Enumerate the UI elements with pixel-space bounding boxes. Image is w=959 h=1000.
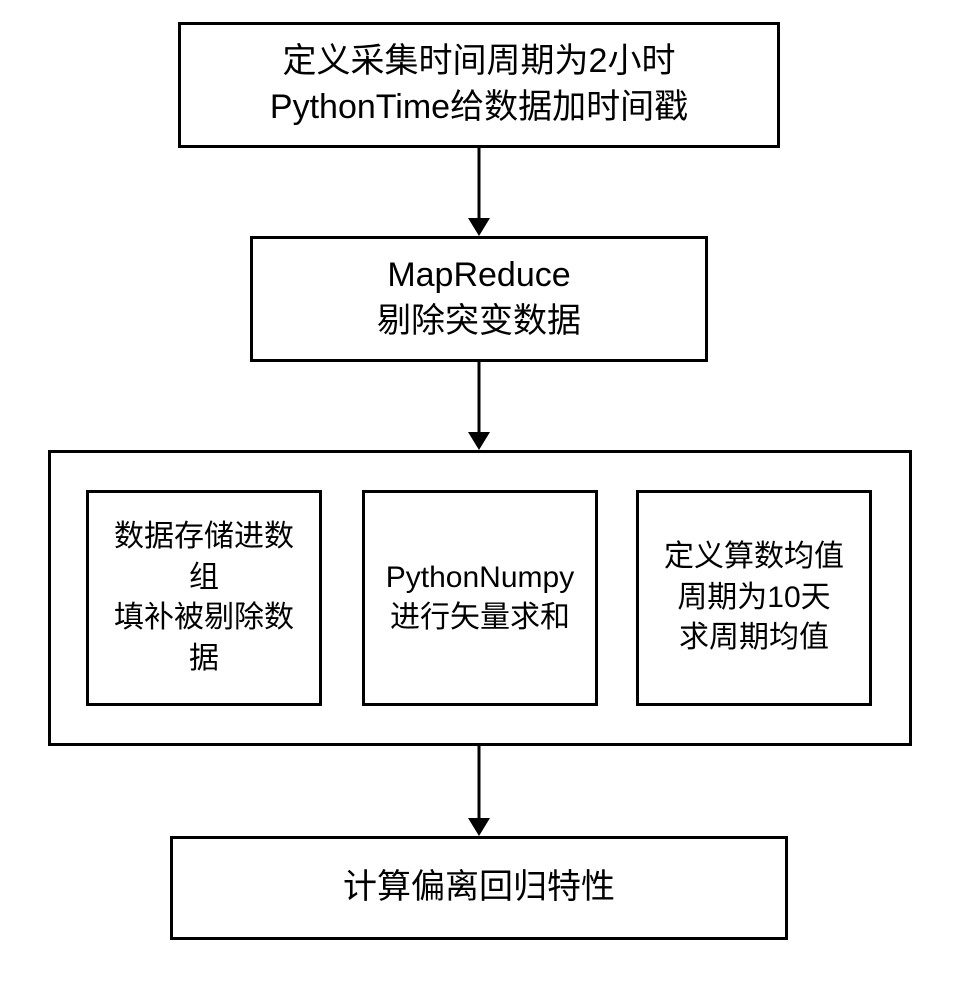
step-3c-line3: 求周期均值 <box>679 618 829 659</box>
step-3a-line4: 据 <box>189 639 219 680</box>
step-2-line2: 剔除突变数据 <box>377 299 581 345</box>
step-3a-line1: 数据存储进数 <box>114 517 294 558</box>
step-2-line1: MapReduce <box>387 253 570 299</box>
arrow-2-to-3 <box>457 362 501 450</box>
step-4-line1: 计算偏离回归特性 <box>343 865 615 911</box>
flowchart-canvas: 定义采集时间周期为2小时 PythonTime给数据加时间戳 MapReduce… <box>0 0 959 1000</box>
step-2-box: MapReduce 剔除突变数据 <box>250 236 708 362</box>
step-1-line2: PythonTime给数据加时间戳 <box>270 85 688 131</box>
step-1-box: 定义采集时间周期为2小时 PythonTime给数据加时间戳 <box>178 22 780 148</box>
step-4-box: 计算偏离回归特性 <box>170 836 788 940</box>
step-3a-box: 数据存储进数 组 填补被剔除数 据 <box>86 490 322 706</box>
arrow-1-to-2 <box>457 148 501 236</box>
arrow-3-to-4 <box>457 746 501 836</box>
step-3a-line3: 填补被剔除数 <box>114 598 294 639</box>
step-3b-line1: PythonNumpy <box>386 558 574 599</box>
step-3b-box: PythonNumpy 进行矢量求和 <box>362 490 598 706</box>
step-3c-line1: 定义算数均值 <box>664 537 844 578</box>
step-3a-line2: 组 <box>189 558 219 599</box>
step-3c-line2: 周期为10天 <box>677 578 830 619</box>
step-1-line1: 定义采集时间周期为2小时 <box>283 39 676 85</box>
step-3c-box: 定义算数均值 周期为10天 求周期均值 <box>636 490 872 706</box>
step-3b-line2: 进行矢量求和 <box>390 598 570 639</box>
